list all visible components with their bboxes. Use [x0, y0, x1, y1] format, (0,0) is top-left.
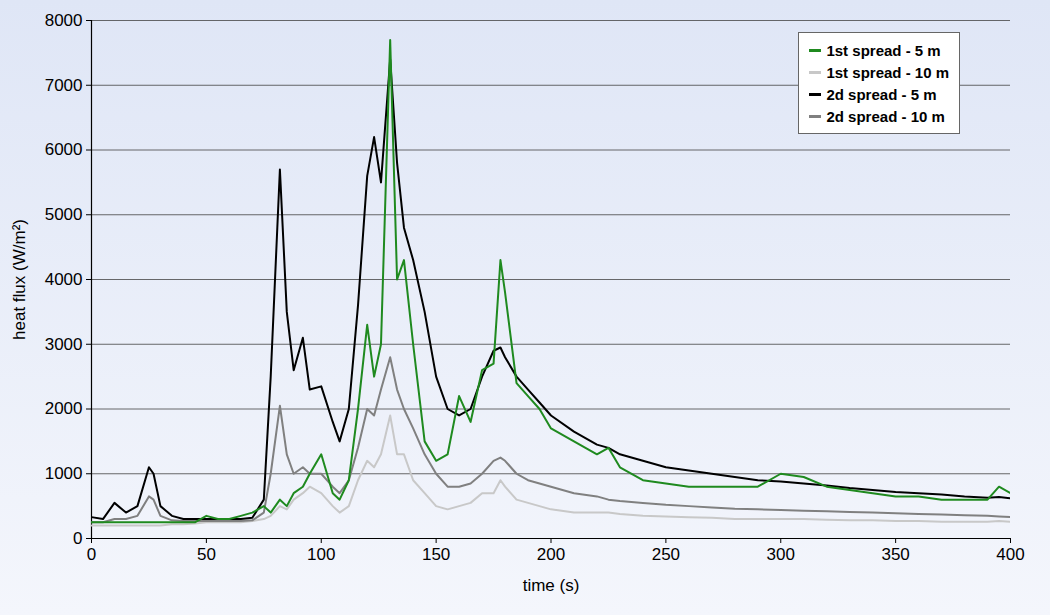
svg-text:1000: 1000: [45, 464, 83, 483]
svg-text:7000: 7000: [45, 76, 83, 95]
html-text:1st spread - 5 m: 1st spread - 5 m: [826, 41, 941, 59]
svg-text:4000: 4000: [45, 270, 83, 289]
svg-text:100: 100: [307, 545, 335, 564]
svg-text:400: 400: [996, 545, 1024, 564]
svg-text:3000: 3000: [45, 335, 83, 354]
svg-text:2000: 2000: [45, 399, 83, 418]
svg-text:heat flux (W/m²): heat flux (W/m²): [10, 219, 29, 340]
svg-text:5000: 5000: [45, 205, 83, 224]
svg-text:250: 250: [652, 545, 680, 564]
svg-text:0: 0: [87, 545, 96, 564]
html-text:2d spread - 5 m: 2d spread - 5 m: [826, 85, 937, 103]
html-text:2d spread - 10 m: 2d spread - 10 m: [826, 107, 945, 125]
svg-text:300: 300: [767, 545, 795, 564]
svg-text:350: 350: [881, 545, 909, 564]
svg-text:8000: 8000: [45, 11, 83, 30]
html-text:1st spread - 10 m: 1st spread - 10 m: [826, 63, 949, 81]
svg-text:50: 50: [197, 545, 216, 564]
svg-text:6000: 6000: [45, 140, 83, 159]
svg-text:time (s): time (s): [523, 576, 580, 595]
svg-text:150: 150: [422, 545, 450, 564]
svg-text:0: 0: [73, 529, 82, 548]
svg-text:200: 200: [537, 545, 565, 564]
